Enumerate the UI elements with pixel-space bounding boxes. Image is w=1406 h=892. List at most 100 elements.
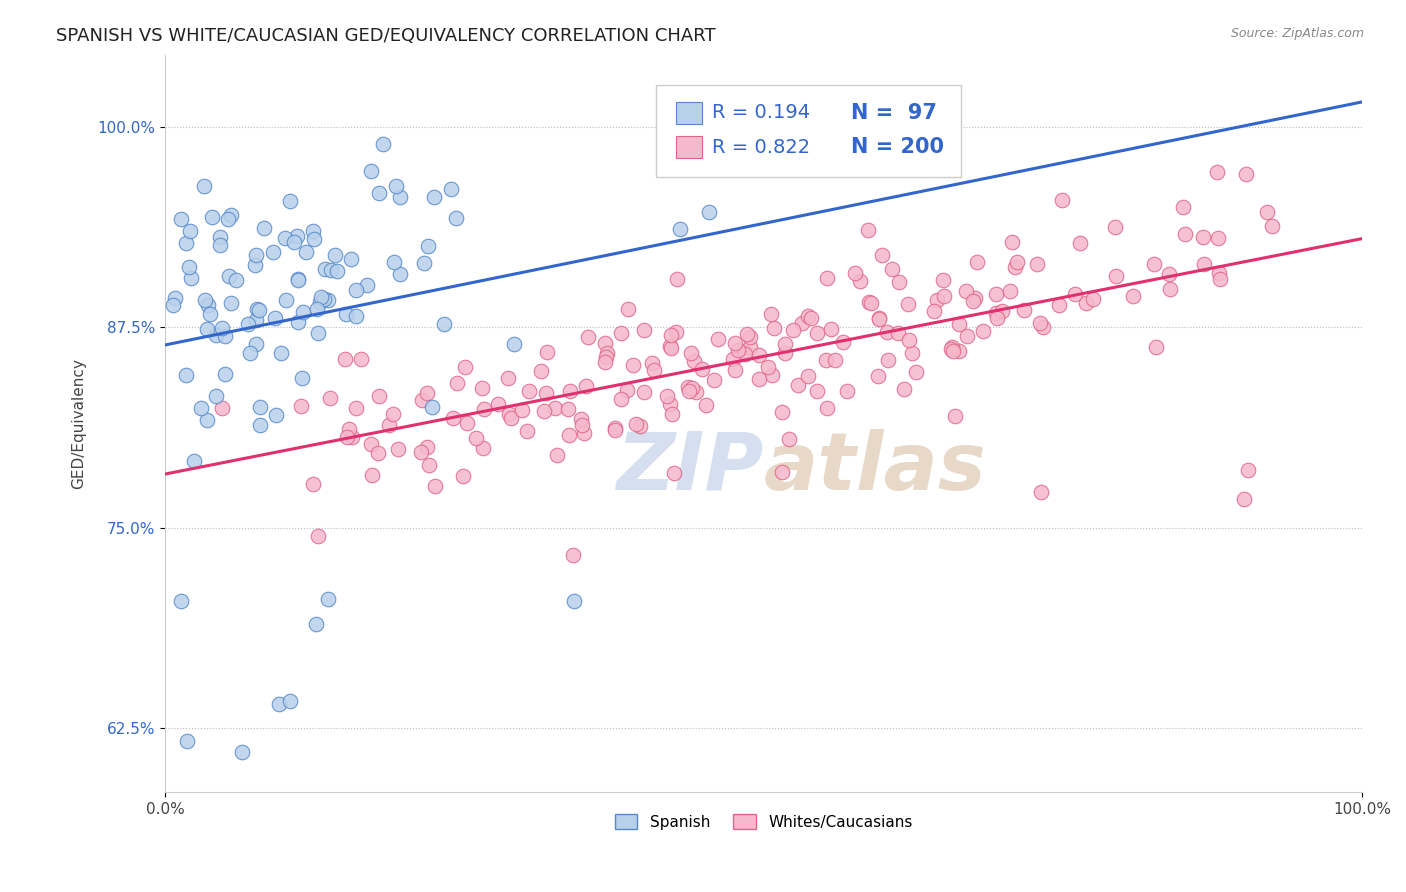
Point xyxy=(456,416,478,430)
Point xyxy=(621,358,644,372)
Point xyxy=(727,343,749,357)
Point xyxy=(356,277,378,292)
Point xyxy=(682,354,704,368)
Point xyxy=(454,360,477,375)
Point xyxy=(738,340,761,354)
Point xyxy=(387,442,409,456)
Point xyxy=(800,310,823,325)
FancyBboxPatch shape xyxy=(676,136,703,158)
Point xyxy=(986,287,1008,301)
Point xyxy=(238,317,260,331)
Point xyxy=(283,235,305,249)
Point xyxy=(382,408,405,422)
Point xyxy=(1004,260,1026,274)
Text: SPANISH VS WHITE/CAUCASIAN GED/EQUIVALENCY CORRELATION CHART: SPANISH VS WHITE/CAUCASIAN GED/EQUIVALEN… xyxy=(56,27,716,45)
Point xyxy=(681,381,703,395)
Point xyxy=(962,294,984,309)
Point xyxy=(984,306,1007,320)
Point xyxy=(503,337,526,351)
FancyBboxPatch shape xyxy=(655,85,962,177)
Point xyxy=(1143,257,1166,271)
Point xyxy=(312,293,335,307)
Point xyxy=(898,333,921,347)
Point xyxy=(546,448,568,462)
Point xyxy=(1159,282,1181,296)
Point xyxy=(659,339,682,353)
Point xyxy=(350,351,373,366)
Point xyxy=(214,367,236,381)
Point xyxy=(423,478,446,492)
Point xyxy=(388,190,411,204)
Point xyxy=(209,230,232,244)
Point xyxy=(703,373,725,387)
Point xyxy=(377,417,399,432)
Point xyxy=(1208,271,1230,285)
Point xyxy=(360,164,382,178)
Point xyxy=(309,290,332,304)
Point xyxy=(290,399,312,413)
Point xyxy=(333,351,356,366)
Point xyxy=(180,271,202,285)
Point xyxy=(723,336,745,351)
Point xyxy=(876,325,898,339)
Point xyxy=(662,466,685,480)
Point xyxy=(291,305,314,319)
Point xyxy=(665,325,688,339)
Point xyxy=(319,391,342,405)
Point xyxy=(633,323,655,337)
Point xyxy=(262,244,284,259)
Point xyxy=(195,413,218,427)
Point xyxy=(922,304,945,318)
Point xyxy=(990,304,1012,318)
Point xyxy=(245,248,267,262)
Point xyxy=(245,336,267,351)
Point xyxy=(183,454,205,468)
Point xyxy=(176,734,198,748)
Point xyxy=(692,362,714,376)
Point xyxy=(245,313,267,327)
Point xyxy=(605,421,627,435)
Point xyxy=(501,411,523,425)
Text: N =  97: N = 97 xyxy=(851,103,936,122)
Point xyxy=(344,283,367,297)
Point xyxy=(388,267,411,281)
Point xyxy=(1047,298,1070,312)
Point xyxy=(416,386,439,401)
Legend: Spanish, Whites/Caucasians: Spanish, Whites/Caucasians xyxy=(609,807,918,836)
Point xyxy=(735,326,758,341)
Point xyxy=(344,401,367,416)
Point xyxy=(198,307,221,321)
Point xyxy=(446,376,468,391)
Point xyxy=(633,384,655,399)
Point xyxy=(1052,193,1074,207)
Point xyxy=(307,528,329,542)
Point xyxy=(659,396,682,410)
Point xyxy=(287,273,309,287)
Point xyxy=(1206,231,1229,245)
Point xyxy=(939,342,962,356)
Point xyxy=(498,407,520,421)
Point xyxy=(249,400,271,414)
Point xyxy=(835,384,858,399)
Point xyxy=(211,401,233,415)
Point xyxy=(738,330,761,344)
Point xyxy=(1233,491,1256,506)
Point xyxy=(340,252,363,267)
Point xyxy=(734,347,756,361)
Point xyxy=(685,385,707,400)
Point xyxy=(252,220,274,235)
Point xyxy=(217,211,239,226)
Point xyxy=(533,404,555,418)
Point xyxy=(956,329,979,343)
Point xyxy=(748,348,770,362)
Point xyxy=(416,440,439,454)
Point xyxy=(773,337,796,351)
Point xyxy=(697,205,720,219)
Point xyxy=(534,386,557,401)
Point xyxy=(1069,236,1091,251)
Point xyxy=(498,371,520,385)
Point xyxy=(444,211,467,225)
Point xyxy=(278,694,301,708)
Point xyxy=(162,298,184,312)
Point xyxy=(301,476,323,491)
